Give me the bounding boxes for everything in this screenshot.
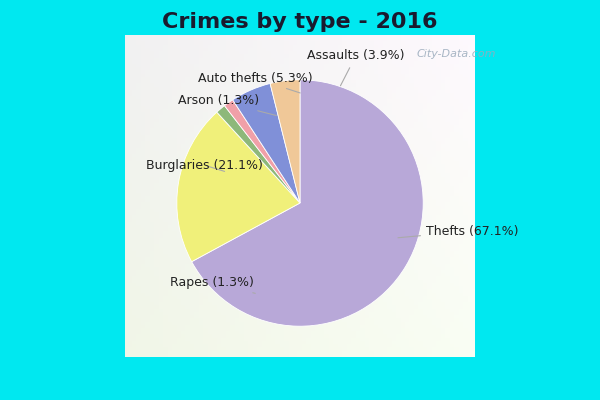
Text: City-Data.com: City-Data.com: [416, 49, 496, 59]
Wedge shape: [191, 80, 423, 326]
Text: Arson (1.3%): Arson (1.3%): [178, 94, 277, 116]
Wedge shape: [217, 106, 300, 203]
Text: Crimes by type - 2016: Crimes by type - 2016: [162, 12, 438, 32]
Text: Rapes (1.3%): Rapes (1.3%): [170, 276, 256, 293]
Wedge shape: [224, 100, 300, 203]
Text: Burglaries (21.1%): Burglaries (21.1%): [146, 159, 263, 172]
Text: Assaults (3.9%): Assaults (3.9%): [307, 50, 404, 86]
Wedge shape: [177, 112, 300, 262]
Wedge shape: [270, 80, 300, 203]
Text: Thefts (67.1%): Thefts (67.1%): [398, 224, 518, 238]
Text: Auto thefts (5.3%): Auto thefts (5.3%): [198, 72, 313, 93]
Wedge shape: [233, 84, 300, 203]
